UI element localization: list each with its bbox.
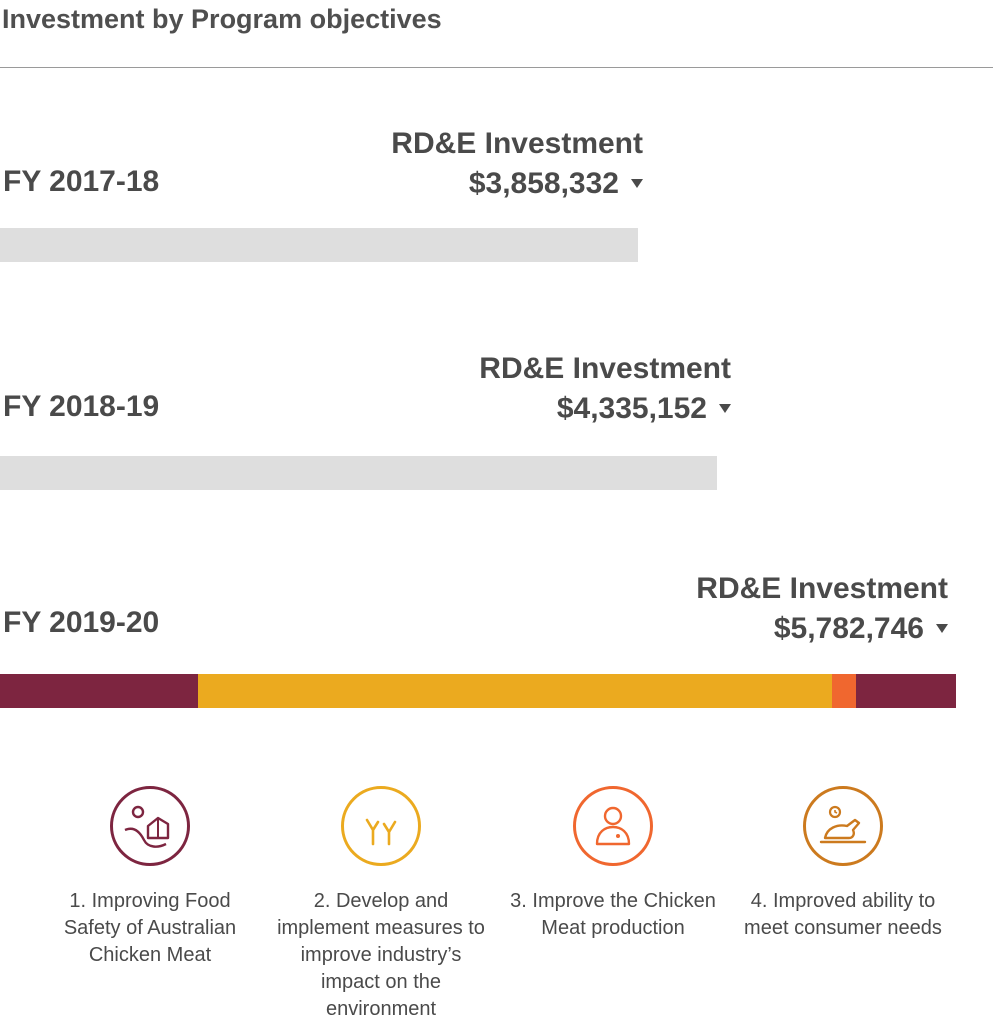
title-divider [0,67,993,68]
legend-label: 1. Improving Food Safety of Australian C… [63,890,237,966]
legend-item-food-safety: 1. Improving Food Safety of Australian C… [45,786,255,969]
caret-down-icon[interactable] [719,403,731,413]
investment-summary[interactable]: RD&E Investment $4,335,152 [479,349,731,429]
legend-label: 2. Develop and implement measures to imp… [277,890,485,1020]
investment-heading: RD&E Investment [479,352,731,385]
roast-chicken-icon [803,786,883,866]
bar-segment-1 [0,674,198,708]
bar [0,456,717,490]
investment-heading: RD&E Investment [696,572,948,605]
food-safety-icon [110,786,190,866]
bar-segment-4 [856,674,956,708]
legend-label: 3. Improve the Chicken Meat production [510,890,716,939]
year-label: FY 2017-18 [3,165,160,198]
legend-label: 4. Improved ability to meet consumer nee… [744,890,942,939]
investment-summary[interactable]: RD&E Investment $3,858,332 [391,124,643,204]
investment-amount: $4,335,152 [556,392,707,425]
legend-item-environment: 2. Develop and implement measures to imp… [276,786,486,1023]
caret-down-icon[interactable] [936,623,948,633]
bar-segment-2 [198,674,832,708]
bar-segment-3 [832,674,856,708]
stacked-bar [0,674,956,708]
year-label: FY 2019-20 [3,606,160,639]
bar [0,228,638,262]
sprout-icon [341,786,421,866]
page-title: Investment by Program objectives [2,4,442,34]
caret-down-icon[interactable] [631,178,643,188]
investment-heading: RD&E Investment [391,127,643,160]
legend-item-consumer: 4. Improved ability to meet consumer nee… [738,786,948,942]
investment-amount: $3,858,332 [468,167,619,200]
person-chicken-icon [573,786,653,866]
year-label: FY 2018-19 [3,390,160,423]
legend-item-production: 3. Improve the Chicken Meat production [508,786,718,942]
investment-summary[interactable]: RD&E Investment $5,782,746 [696,569,948,649]
investment-amount: $5,782,746 [773,612,924,645]
